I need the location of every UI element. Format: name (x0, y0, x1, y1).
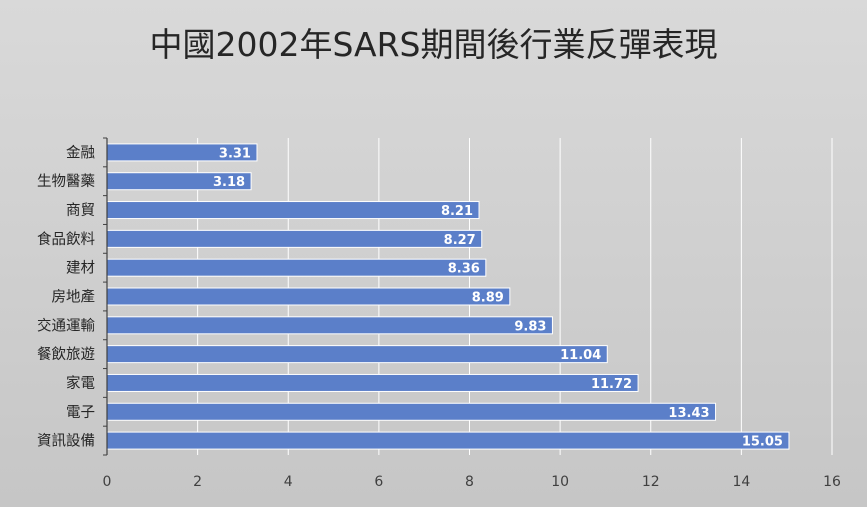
bar-9 (106, 402, 717, 421)
bar-3 (106, 229, 483, 248)
x-tick-label: 6 (374, 474, 383, 490)
category-label: 電子 (66, 404, 95, 421)
x-tick-label: 4 (284, 474, 293, 490)
data-label: 11.04 (560, 348, 601, 363)
x-tick-label: 10 (551, 474, 569, 490)
data-label: 8.89 (472, 291, 504, 306)
x-tick-label: 12 (642, 474, 660, 490)
bar-8 (106, 373, 639, 392)
bar-5 (106, 287, 511, 306)
data-label: 8.27 (444, 233, 476, 248)
x-tick-label: 14 (732, 474, 750, 490)
axes: 0 2 4 6 8 10 12 14 16 金融生物醫藥商貿食品飲料建材房地產交通運輸餐飲旅遊家電… (37, 137, 841, 490)
category-label: 房地產 (52, 289, 96, 306)
data-label: 15.05 (742, 435, 783, 450)
data-label: 9.83 (514, 319, 546, 334)
category-label: 交通運輸 (37, 316, 95, 334)
bar-4 (106, 258, 487, 277)
category-label: 餐飲旅遊 (37, 346, 95, 363)
bars: 3.31 3.18 8.21 8.27 8.36 8.89 9.83 11.04 11.72 13… (106, 143, 790, 450)
data-label: 3.18 (213, 175, 245, 190)
category-label: 家電 (66, 375, 95, 392)
category-label: 金融 (66, 144, 95, 161)
data-label: 13.43 (668, 406, 709, 421)
bar-2 (106, 201, 480, 220)
data-label: 8.36 (448, 262, 480, 277)
chart-title: 中國2002年SARS期間後行業反彈表現 (149, 25, 718, 64)
x-tick-label: 2 (193, 474, 202, 490)
bar-10 (106, 431, 790, 450)
data-label: 8.21 (441, 204, 473, 219)
data-label: 3.31 (219, 146, 251, 161)
x-tick-label: 16 (823, 474, 841, 490)
x-tick-label: 8 (465, 474, 474, 490)
category-label: 生物醫藥 (37, 173, 95, 190)
category-label: 資訊設備 (37, 433, 95, 450)
category-label: 商貿 (66, 202, 95, 219)
category-label: 食品飲料 (37, 231, 95, 248)
category-label: 建材 (66, 260, 95, 277)
x-tick-label: 0 (103, 474, 112, 490)
data-label: 11.72 (591, 377, 632, 392)
bar-6 (106, 316, 553, 335)
bar-7 (106, 345, 608, 364)
